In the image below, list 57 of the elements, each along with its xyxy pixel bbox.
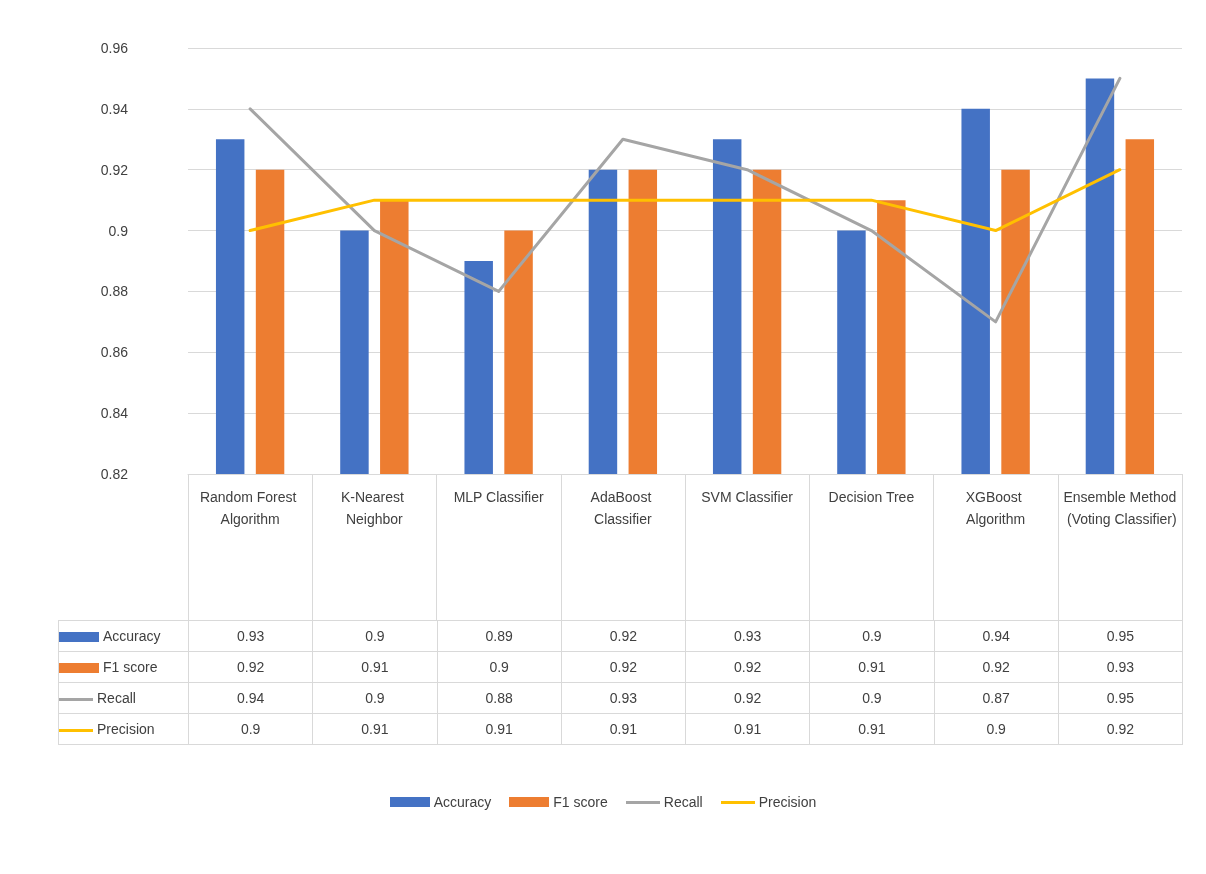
data-label: 0.93 xyxy=(1058,651,1183,683)
data-label: 0.92 xyxy=(934,651,1059,683)
legend-label: Precision xyxy=(97,721,155,737)
data-label: 0.89 xyxy=(437,620,562,652)
legend-label: Accuracy xyxy=(103,628,161,644)
y-tick-label: 0.82 xyxy=(100,466,129,482)
y-tick-label: 0.94 xyxy=(100,100,129,117)
y-tick-label: 0.86 xyxy=(100,344,129,361)
data-label: 0.9 xyxy=(188,713,313,745)
data-label: 0.91 xyxy=(312,651,437,683)
text: Accuracy xyxy=(433,794,492,810)
data-label: 0.93 xyxy=(188,620,313,652)
x-tick-label: Decision Tree xyxy=(828,489,915,505)
data-label: 0.91 xyxy=(809,713,934,745)
text: Recall xyxy=(663,794,703,810)
data-label: 0.9 xyxy=(312,620,437,652)
y-tick-label: 0.92 xyxy=(100,161,129,178)
legend-label: F1 score xyxy=(103,659,158,675)
data-label: 0.95 xyxy=(1058,682,1183,714)
data-label: 0.9 xyxy=(809,620,934,652)
data-label: 0.94 xyxy=(188,682,313,714)
data-label: 0.91 xyxy=(312,713,437,745)
x-tick-label: XGBoost Algorithm xyxy=(965,489,1026,527)
data-label: 0.92 xyxy=(561,651,686,683)
y-tick-label: 0.88 xyxy=(100,283,129,300)
data-label: 0.88 xyxy=(437,682,562,714)
data-label: 0.91 xyxy=(809,651,934,683)
data-label: 0.95 xyxy=(1058,620,1183,652)
x-tick-label: SVM Classifier xyxy=(701,489,794,505)
data-label: 0.87 xyxy=(934,682,1059,714)
data-label: 0.91 xyxy=(685,713,810,745)
data-label: 0.9 xyxy=(312,682,437,714)
data-label: 0.9 xyxy=(934,713,1059,745)
legend-label: Recall xyxy=(97,690,136,706)
text: Precision xyxy=(758,794,817,810)
data-label: 0.91 xyxy=(437,713,562,745)
line-series xyxy=(248,76,1122,324)
x-tick-label: Random Forest Algorithm xyxy=(199,489,301,527)
x-tick-label: AdaBoost Classifier xyxy=(590,489,656,527)
data-label: 0.9 xyxy=(809,682,934,714)
data-label: 0.92 xyxy=(685,682,810,714)
data-label: 0.91 xyxy=(561,713,686,745)
y-tick-label: 0.96 xyxy=(100,40,129,56)
data-label: 0.92 xyxy=(685,651,810,683)
data-label: 0.93 xyxy=(685,620,810,652)
data-label: 0.92 xyxy=(188,651,313,683)
data-label: 0.92 xyxy=(1058,713,1183,745)
text: F1 score xyxy=(553,794,608,810)
y-tick-label: 0.9 xyxy=(108,222,129,239)
data-label: 0.92 xyxy=(561,620,686,652)
x-tick-label: K-Nearest Neighbor xyxy=(340,489,408,527)
y-tick-label: 0.84 xyxy=(100,405,129,422)
data-label: 0.94 xyxy=(934,620,1059,652)
x-tick-label: MLP Classifier xyxy=(453,489,544,505)
data-label: 0.9 xyxy=(437,651,562,683)
data-label: 0.93 xyxy=(561,682,686,714)
x-tick-label: Ensemble Method (Voting Classifier) xyxy=(1063,489,1177,527)
